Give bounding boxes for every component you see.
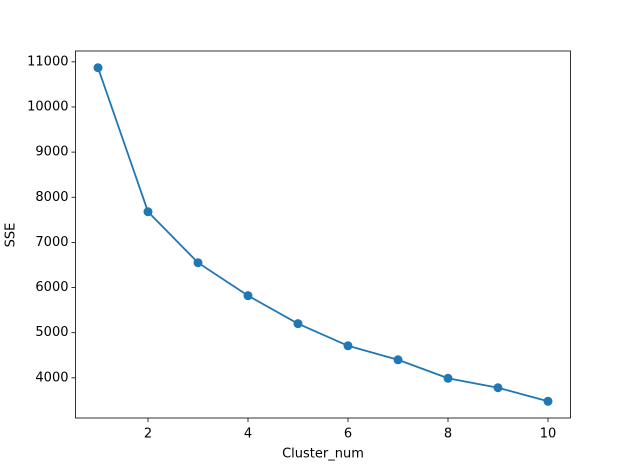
y-tick-label: 5000 (35, 325, 68, 340)
point (393, 355, 403, 365)
x-tick-label: 10 (540, 427, 557, 442)
point (193, 258, 203, 268)
x-tick-label: 6 (344, 427, 352, 442)
point (93, 63, 103, 73)
y-tick-label: 4000 (35, 370, 68, 385)
x-axis-label: Cluster_num (282, 447, 364, 462)
x-tick-label: 2 (144, 427, 152, 442)
y-tick-label: 10000 (27, 99, 68, 114)
point (243, 291, 253, 301)
x-tick-label: 4 (244, 427, 252, 442)
point (293, 319, 303, 329)
y-tick-label: 7000 (35, 235, 68, 250)
y-tick-label: 9000 (35, 145, 68, 160)
y-axis-label: SSE (4, 223, 19, 248)
point (343, 341, 353, 351)
y-tick-label: 8000 (35, 190, 68, 205)
y-tick-label: 6000 (35, 280, 68, 295)
point (543, 396, 553, 406)
point (443, 373, 453, 383)
line (97, 67, 549, 403)
y-tick-label: 11000 (27, 54, 68, 69)
point (143, 207, 153, 217)
x-tick-label: 8 (444, 427, 452, 442)
point (493, 383, 503, 393)
plot-frame (75, 50, 571, 419)
